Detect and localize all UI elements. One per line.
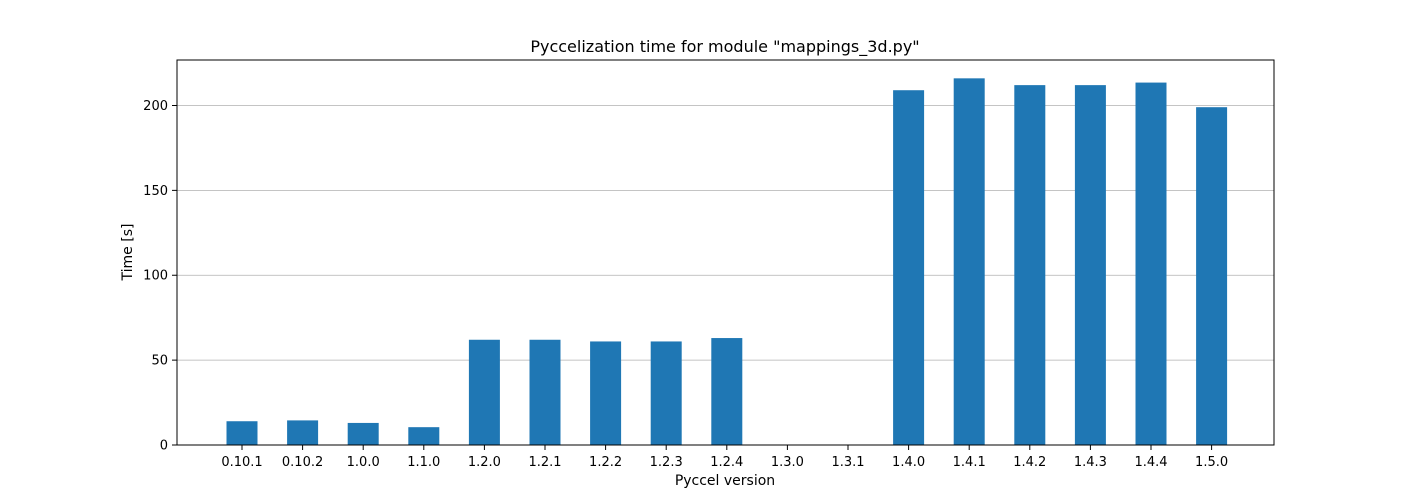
y-tick-label: 200 [143,99,168,114]
bar-1-2-0 [468,339,500,445]
x-tick-label: 1.3.0 [771,455,804,470]
bar-1-2-2 [590,341,622,445]
x-tick-label: 1.1.0 [407,455,440,470]
y-axis-label: Time [s] [120,224,136,282]
bar-1-4-2 [1014,85,1046,445]
x-tick-label: 1.4.1 [953,455,986,470]
y-tick-label: 50 [151,354,168,369]
x-tick-label: 0.10.1 [221,455,262,470]
x-tick-label: 1.4.2 [1013,455,1046,470]
bar-1-4-4 [1135,82,1167,446]
y-axis-ticks: 0 50 100 150 200 [143,99,177,454]
x-tick-label: 1.2.2 [589,455,622,470]
bar-1-5-0 [1196,107,1228,446]
x-axis-ticks: 0.10.1 0.10.2 1.0.0 1.1.0 1.2.0 1.2.1 1.2.2 1.2… [221,445,1228,470]
x-tick-label: 0.10.2 [282,455,323,470]
chart-title: Pyccelization time for module "mappings_… [530,37,919,57]
x-tick-label: 1.2.4 [710,455,743,470]
x-tick-label: 1.4.0 [892,455,925,470]
x-tick-label: 1.2.3 [650,455,683,470]
bar-1-2-4 [711,338,743,445]
bar-1-4-3 [1074,85,1106,445]
y-tick-label: 150 [143,184,168,199]
x-tick-label: 1.3.1 [831,455,864,470]
plot-frame [176,59,1275,446]
y-tick-label: 0 [160,439,168,454]
bar-1-2-3 [650,341,682,445]
bars [226,78,1228,446]
bar-1-2-1 [529,339,561,445]
y-tick-label: 100 [143,269,168,284]
bar-1-1-0 [408,427,440,445]
x-tick-label: 1.4.3 [1074,455,1107,470]
y-gridlines [177,105,1274,361]
x-axis-label: Pyccel version [675,473,775,489]
x-tick-label: 1.2.0 [468,455,501,470]
bar-0-10-2 [287,420,319,445]
bar-1-4-0 [893,90,925,445]
bar-0-10-1 [226,421,258,445]
bar-1-0-0 [347,422,379,445]
x-tick-label: 1.0.0 [347,455,380,470]
bar-1-4-1 [953,78,985,445]
x-tick-label: 1.4.4 [1134,455,1167,470]
x-tick-label: 1.5.0 [1195,455,1228,470]
x-tick-label: 1.2.1 [528,455,561,470]
